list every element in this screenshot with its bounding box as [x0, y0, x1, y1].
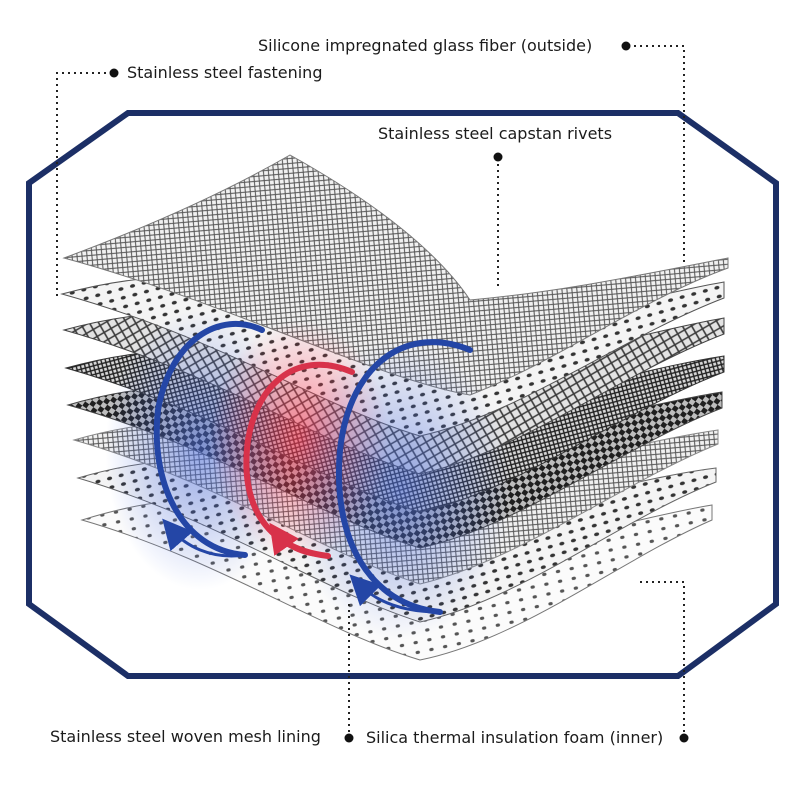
circular-arrow-blue-left-icon [153, 320, 265, 558]
circular-arrow-red-tail-icon [269, 522, 329, 558]
leader-outside [628, 45, 685, 262]
label-mesh-lining: Stainless steel woven mesh lining [50, 727, 321, 746]
label-fastening: Stainless steel fastening [127, 63, 323, 82]
circular-arrow-blue-left-tail-icon [162, 518, 246, 558]
circular-arrow-blue-right-icon [336, 339, 473, 615]
octagon-frame [26, 110, 779, 679]
leader-foam [636, 581, 685, 738]
glow-blue-right [290, 340, 510, 640]
bullet-foam [679, 733, 689, 743]
circular-arrow-blue-right-tail-icon [349, 574, 441, 614]
bullet-fastening [109, 68, 119, 78]
leader-fastening [56, 72, 112, 300]
label-capstan-rivets: Stainless steel capstan rivets [378, 124, 613, 143]
label-insulation-foam: Silica thermal insulation foam (inner) [366, 728, 664, 747]
bullet-outside [621, 41, 631, 51]
bullet-mesh [344, 733, 354, 743]
bullet-rivets [493, 152, 503, 162]
label-outside-layer: Silicone impregnated glass fiber (outsid… [258, 36, 593, 55]
